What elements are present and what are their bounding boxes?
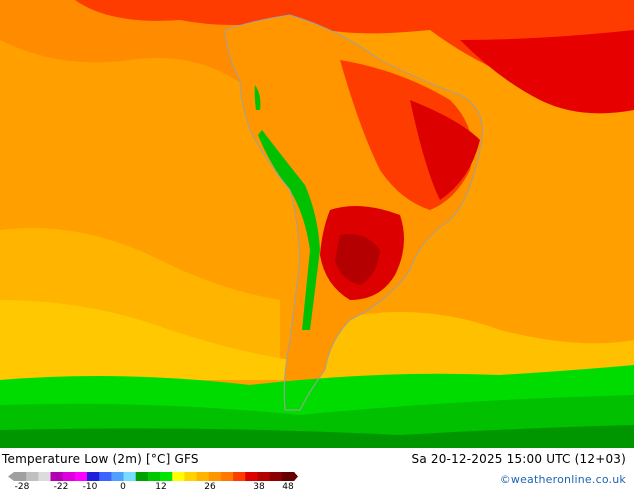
scale-swatch: [281, 472, 295, 481]
scale-swatch: [87, 472, 100, 481]
scale-swatch: [99, 472, 112, 481]
andes-cool-strip: [258, 130, 320, 330]
scale-tick-label: 48: [282, 482, 294, 492]
map-footer: Temperature Low (2m) [°C] GFS Sa 20-12-2…: [0, 448, 634, 492]
scale-swatch: [62, 472, 76, 481]
scale-swatch: [184, 472, 197, 481]
scale-swatch: [26, 472, 39, 481]
scale-swatch: [220, 472, 234, 481]
scale-swatch: [196, 472, 210, 481]
scale-tick-label: 38: [253, 482, 265, 492]
color-scale-bar: [8, 472, 298, 481]
valid-datetime: Sa 20-12-2025 15:00 UTC (12+03): [411, 452, 626, 466]
scale-tick-label: -10: [82, 482, 98, 492]
scale-swatch: [74, 472, 88, 481]
scale-swatch: [233, 472, 246, 481]
scale-swatch: [50, 472, 64, 481]
scale-swatch: [135, 472, 149, 481]
scale-tick-label: -28: [14, 482, 30, 492]
scale-swatch: [38, 472, 51, 481]
atlantic-hot-patch: [460, 30, 634, 114]
scale-right-arrow: [294, 472, 298, 481]
scale-left-arrow: [8, 472, 14, 481]
scale-swatch: [208, 472, 222, 481]
scale-tick-label: 26: [204, 482, 216, 492]
pacific-coolest-band: [0, 300, 290, 380]
credit-link[interactable]: ©weatheronline.co.uk: [499, 473, 626, 486]
scale-swatch: [111, 472, 124, 481]
scale-tick-label: 0: [120, 482, 126, 492]
pacific-warm-band: [0, 0, 250, 90]
scale-swatch: [172, 472, 185, 481]
scale-swatch: [257, 472, 271, 481]
scale-swatch: [245, 472, 258, 481]
map-title: Temperature Low (2m) [°C] GFS: [2, 452, 199, 466]
north-hot-band: [75, 0, 634, 98]
scale-swatch: [14, 472, 27, 481]
andes-north-strip: [254, 85, 261, 110]
coastline: [224, 14, 483, 411]
brazil-very-hot-region: [410, 100, 480, 200]
scale-tick-label: 12: [155, 482, 167, 492]
scale-swatch: [160, 472, 173, 481]
chaco-heat-center: [335, 234, 380, 285]
scale-swatch: [269, 472, 283, 481]
scale-swatch: [147, 472, 161, 481]
scale-tick-label: -22: [53, 482, 69, 492]
temperature-map: [0, 0, 634, 448]
atlantic-cool-band: [320, 312, 634, 380]
scale-swatch: [123, 472, 137, 481]
southern-green-dark: [0, 425, 634, 448]
